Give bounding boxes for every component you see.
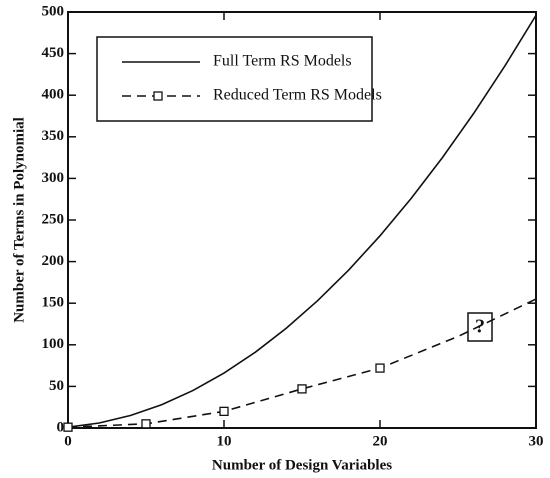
y-tick-label: 0 <box>57 419 65 435</box>
y-tick-label: 250 <box>42 211 65 227</box>
legend-label: Full Term RS Models <box>213 53 352 70</box>
plot-frame <box>67 11 537 429</box>
legend-box <box>96 36 373 122</box>
y-tick-label: 100 <box>42 336 65 352</box>
y-tick-label: 50 <box>49 378 64 394</box>
marker <box>219 406 229 417</box>
y-tick-label: 450 <box>42 45 65 61</box>
y-tick-label: 150 <box>42 295 65 311</box>
series-line <box>67 14 537 428</box>
marker <box>63 422 73 432</box>
legend-label: Reduced Term RS Models <box>213 87 382 104</box>
y-tick-label: 400 <box>42 87 65 103</box>
y-tick-label: 200 <box>42 253 65 269</box>
marker <box>141 419 151 429</box>
y-tick-label: 350 <box>42 128 65 144</box>
x-tick-label: 30 <box>529 433 544 449</box>
y-tick-label: 500 <box>42 3 65 19</box>
legend-marker <box>153 91 163 101</box>
marker <box>297 384 307 394</box>
marker <box>375 363 385 373</box>
x-axis-label: Number of Design Variables <box>212 457 392 473</box>
series-line <box>67 298 537 428</box>
x-tick-label: 10 <box>217 433 232 449</box>
y-tick-label: 300 <box>42 170 65 186</box>
x-tick-label: 0 <box>64 433 72 449</box>
y-axis-label: Number of Terms in Polynomial <box>11 117 27 323</box>
x-tick-label: 20 <box>373 433 388 449</box>
annotation-box <box>467 312 493 342</box>
